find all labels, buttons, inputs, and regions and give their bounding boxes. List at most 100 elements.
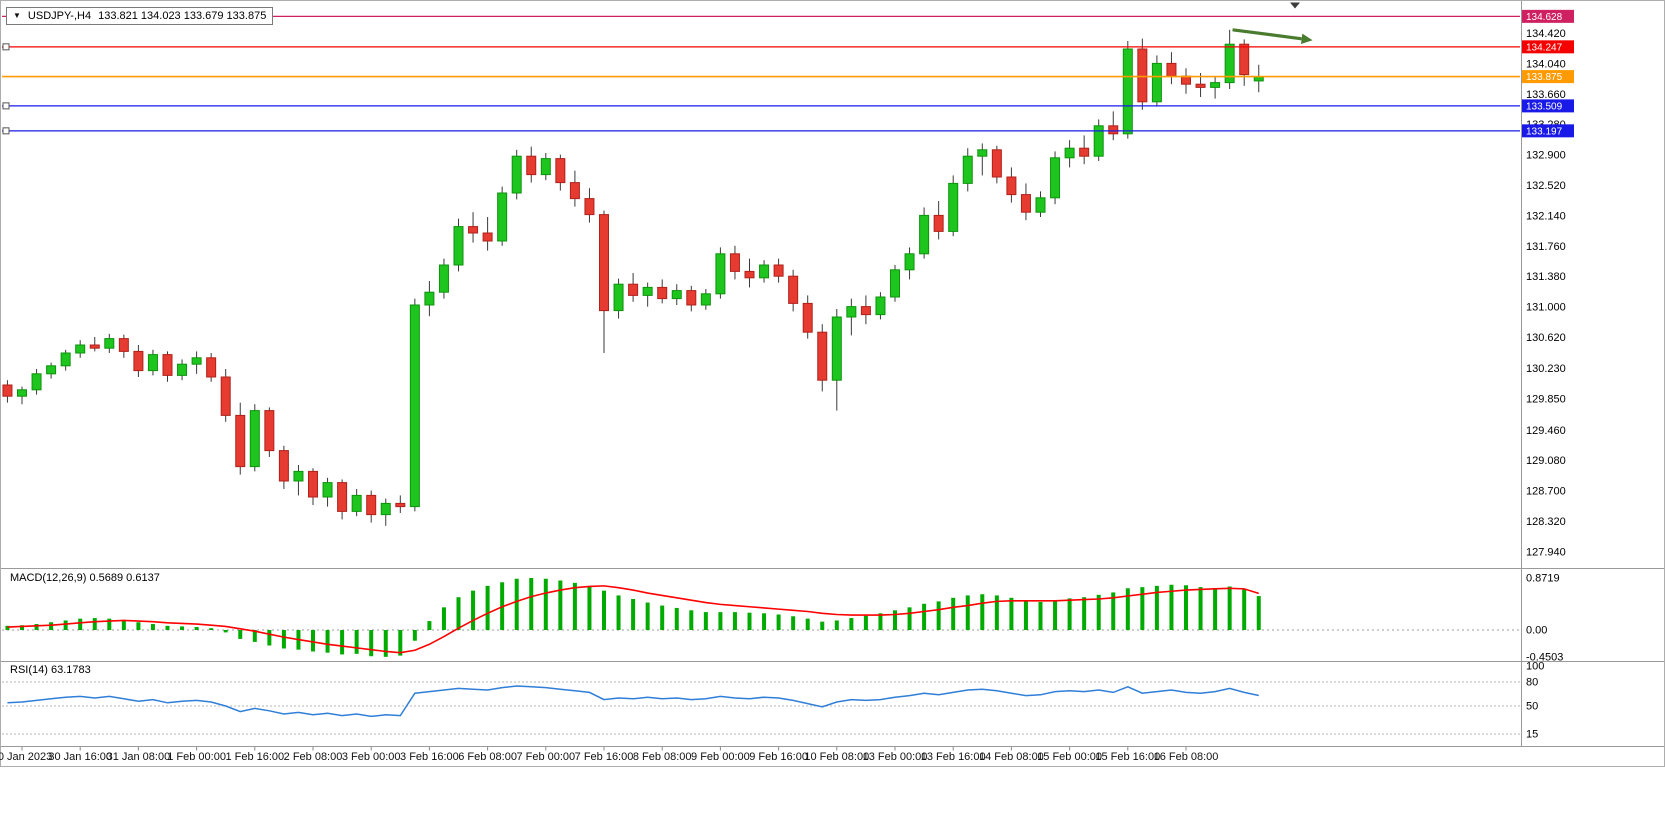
svg-text:9 Feb 00:00: 9 Feb 00:00 [691, 751, 750, 763]
candle-up [948, 182, 959, 232]
svg-text:15: 15 [1526, 729, 1538, 741]
svg-text:13 Feb 16:00: 13 Feb 16:00 [921, 751, 986, 763]
candle-up [613, 283, 624, 312]
price-tag [1522, 124, 1574, 138]
candle-up [1093, 125, 1104, 157]
candle-down [526, 155, 537, 176]
price-tag [1522, 70, 1574, 84]
candle-up [1122, 48, 1133, 135]
svg-text:130.620: 130.620 [1526, 332, 1566, 344]
candle-down [729, 253, 740, 272]
candle-down [788, 275, 799, 304]
svg-text:6 Feb 08:00: 6 Feb 08:00 [458, 751, 517, 763]
candle-down [395, 502, 406, 508]
candle-down [133, 350, 144, 372]
candle-up [700, 293, 711, 306]
candle-up [1064, 147, 1075, 159]
candle-up [191, 357, 202, 365]
candle-down [118, 338, 129, 352]
macd-panel [2, 578, 1520, 657]
candle-up [890, 269, 900, 298]
price-tags: 134.628 134.247 133.875 133.509 133.197 [1522, 9, 1574, 138]
candle-up [351, 494, 362, 512]
symbol-timeframe-label: USDJPY-,H4 [27, 10, 92, 22]
svg-text:30 Jan 16:00: 30 Jan 16:00 [48, 751, 112, 763]
rsi-line [7, 685, 1259, 718]
svg-text:129.460: 129.460 [1526, 425, 1566, 437]
candle-down [337, 482, 348, 512]
svg-text:129.080: 129.080 [1526, 455, 1566, 467]
svg-text:133.875: 133.875 [1526, 72, 1563, 83]
candle-down [206, 357, 217, 378]
candle-up [1224, 43, 1235, 84]
svg-text:30 Jan 2023: 30 Jan 2023 [0, 751, 52, 763]
svg-text:7 Feb 00:00: 7 Feb 00:00 [516, 751, 575, 763]
candle-down [2, 384, 13, 397]
candle-down [1006, 176, 1017, 196]
candle-down [1079, 147, 1090, 157]
candle-down [1137, 48, 1148, 103]
svg-text:130.230: 130.230 [1526, 363, 1566, 375]
candle-down [933, 214, 944, 232]
candle-down [744, 270, 755, 279]
candle-up [17, 389, 27, 397]
candle-up [511, 155, 522, 194]
candle-up [904, 253, 915, 271]
svg-text:0.8719: 0.8719 [1526, 573, 1560, 585]
candle-up [715, 253, 726, 295]
trend-arrow[interactable] [1232, 28, 1313, 44]
svg-text:134.420: 134.420 [1526, 28, 1566, 40]
candle-up [75, 344, 86, 354]
candle-down [628, 283, 639, 296]
candle-down [89, 344, 100, 349]
svg-text:3 Feb 16:00: 3 Feb 16:00 [400, 751, 459, 763]
rsi-indicator-label: RSI(14) 63.1783 [10, 664, 91, 676]
svg-text:1 Feb 16:00: 1 Feb 16:00 [225, 751, 284, 763]
line-anchor-marker[interactable] [2, 127, 10, 135]
candle-down [308, 470, 318, 498]
candle-up [642, 286, 653, 296]
svg-text:3 Feb 00:00: 3 Feb 00:00 [342, 751, 401, 763]
candle-up [1035, 197, 1046, 213]
candle-down [802, 302, 813, 333]
candle-down [1239, 43, 1250, 76]
candle-down [584, 198, 595, 216]
svg-text:131.380: 131.380 [1526, 271, 1566, 283]
candle-down [468, 226, 479, 234]
ohlc-values: 133.821 134.023 133.679 133.875 [98, 10, 267, 22]
svg-text:128.700: 128.700 [1526, 486, 1566, 498]
candle-up [104, 338, 115, 349]
line-anchor-marker[interactable] [2, 102, 10, 110]
candle-up [497, 192, 508, 242]
candle-down [599, 214, 609, 312]
symbol-dropdown-icon[interactable]: ▼ [13, 11, 21, 20]
price-hlines [2, 15, 1520, 135]
svg-text:15 Feb 16:00: 15 Feb 16:00 [1095, 751, 1160, 763]
price-tag [1522, 9, 1574, 23]
svg-text:13 Feb 00:00: 13 Feb 00:00 [863, 751, 928, 763]
svg-text:134.628: 134.628 [1526, 12, 1563, 23]
svg-text:134.040: 134.040 [1526, 58, 1566, 70]
line-anchor-marker[interactable] [2, 43, 10, 51]
svg-text:134.247: 134.247 [1526, 42, 1563, 53]
svg-text:128.320: 128.320 [1526, 516, 1566, 528]
candle-up [424, 291, 435, 306]
candle-up [875, 296, 886, 316]
macd-signal-line [7, 585, 1259, 654]
candle-down [657, 286, 668, 300]
candle-down [162, 354, 173, 376]
candle-down [1166, 62, 1177, 77]
candle-up [249, 410, 260, 468]
svg-text:133.197: 133.197 [1526, 126, 1563, 137]
candle-up [540, 158, 551, 176]
candle-down [817, 331, 828, 381]
svg-text:132.520: 132.520 [1526, 180, 1566, 192]
svg-text:-0.4503: -0.4503 [1526, 651, 1563, 663]
svg-text:132.900: 132.900 [1526, 150, 1566, 162]
candle-down [555, 158, 566, 184]
candle-down [1195, 83, 1206, 88]
candle-up [453, 226, 464, 266]
chart-shift-marker-icon[interactable] [1290, 2, 1300, 9]
